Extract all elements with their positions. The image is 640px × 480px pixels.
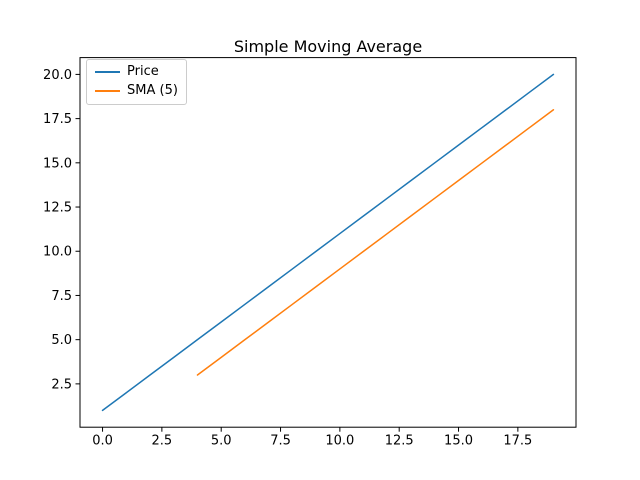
price-line-swatch — [95, 71, 120, 74]
x-tick-label: 10.0 — [325, 434, 354, 449]
legend: Price SMA (5) — [86, 59, 187, 105]
y-tick-label: 5.0 — [51, 333, 72, 348]
y-tick-label: 17.5 — [43, 112, 72, 127]
x-tick-label: 5.0 — [211, 434, 232, 449]
y-tick-label: 12.5 — [43, 201, 72, 216]
x-tick-label: 7.5 — [270, 434, 291, 449]
legend-item-sma: SMA (5) — [95, 83, 178, 99]
legend-label-price: Price — [127, 64, 159, 79]
price-line — [101, 73, 555, 412]
chart-title: Simple Moving Average — [233, 37, 423, 56]
y-tick-label: 20.0 — [43, 68, 72, 83]
x-tick-label: 0.0 — [92, 434, 113, 449]
y-tick-label: 2.5 — [51, 377, 72, 392]
sma-line — [196, 109, 555, 376]
x-tick-label: 17.5 — [503, 434, 532, 449]
sma-line-swatch — [95, 90, 120, 93]
y-tick-label: 7.5 — [51, 289, 72, 304]
legend-item-price: Price — [95, 64, 178, 79]
y-tick-label: 10.0 — [43, 245, 72, 260]
x-tick-label: 2.5 — [152, 434, 173, 449]
axes-frame — [79, 57, 577, 428]
x-tick-label: 12.5 — [385, 434, 414, 449]
y-tick-label: 15.0 — [43, 156, 72, 171]
legend-label-sma: SMA (5) — [127, 83, 178, 99]
x-tick-label: 15.0 — [444, 434, 473, 449]
